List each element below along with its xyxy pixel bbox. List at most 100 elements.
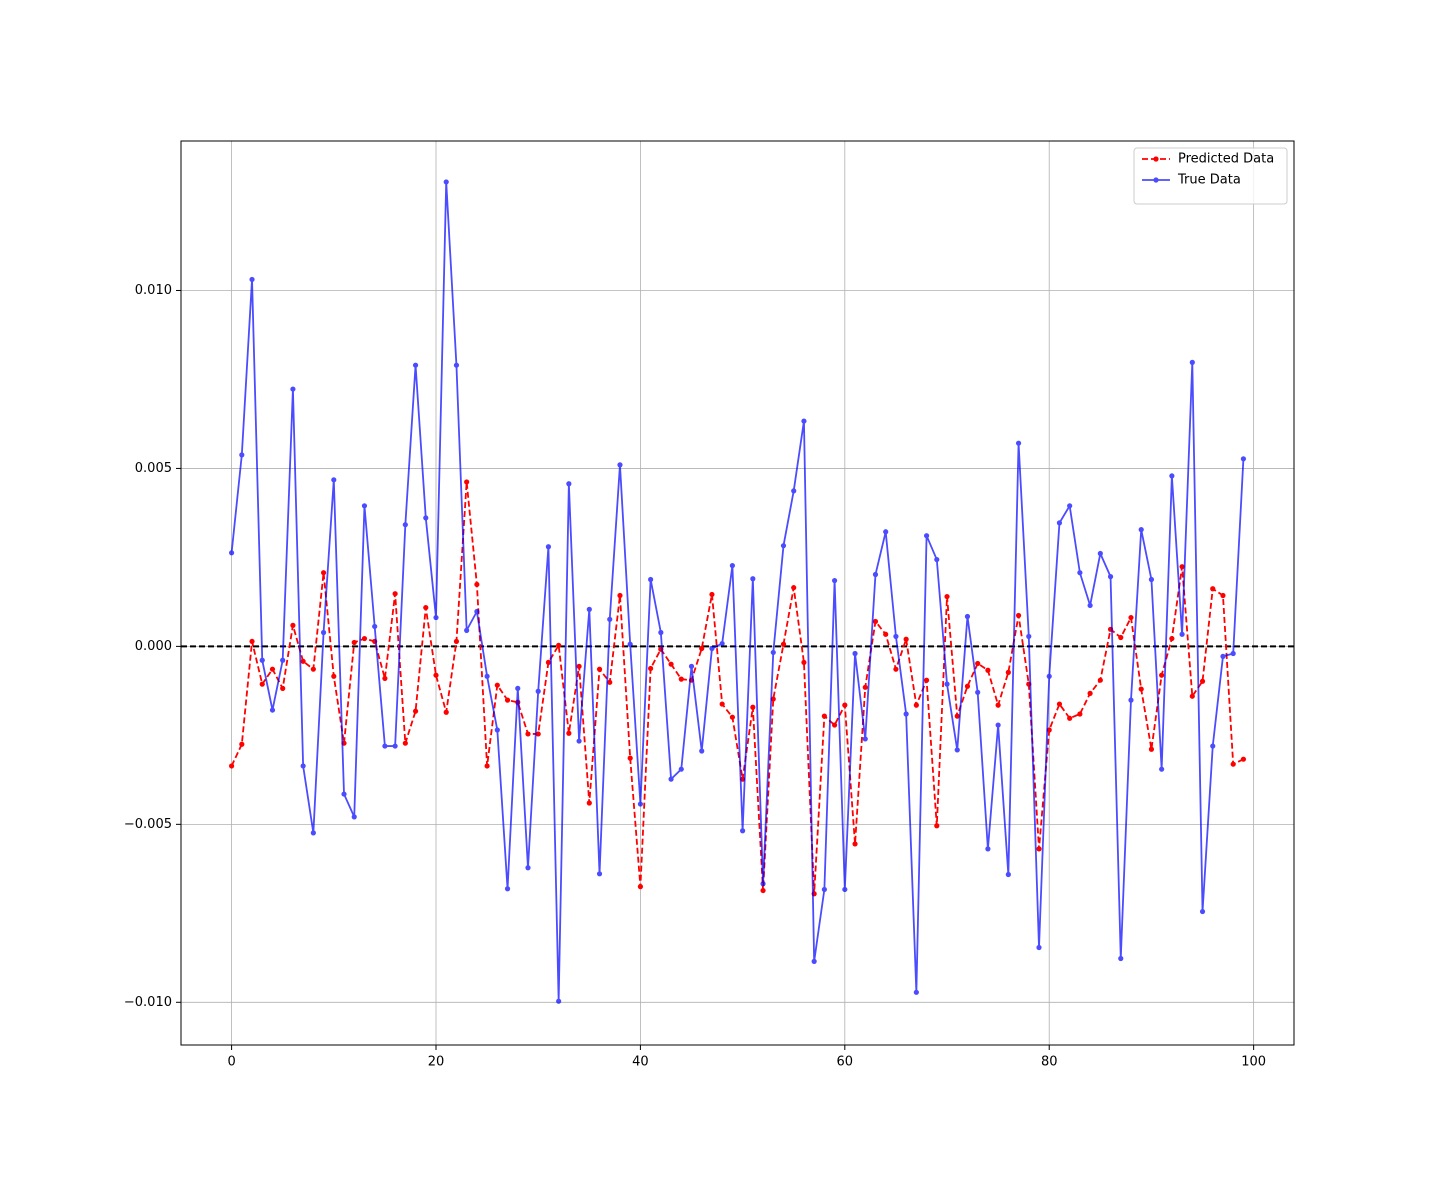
point: [1230, 650, 1236, 657]
point: [1220, 653, 1226, 659]
point: [1240, 456, 1247, 462]
point: [1179, 631, 1185, 637]
point: [699, 748, 705, 754]
point: [719, 640, 725, 647]
point: [484, 673, 490, 679]
point: [382, 675, 388, 682]
point: [280, 685, 286, 691]
point: [985, 846, 991, 852]
point: [310, 666, 316, 672]
legend-box: [1133, 147, 1288, 205]
point: [954, 747, 960, 753]
point: [1077, 711, 1083, 717]
point: [842, 886, 848, 893]
point: [453, 638, 460, 645]
point: [627, 641, 633, 647]
point: [259, 657, 265, 663]
point: [372, 623, 378, 630]
y-tick-label: 0.005: [135, 461, 172, 476]
point: [883, 631, 889, 637]
point: [556, 642, 562, 648]
point: [780, 641, 787, 647]
point: [504, 697, 511, 703]
point: [872, 571, 879, 578]
point: [464, 479, 470, 485]
point: [944, 593, 950, 600]
point: [964, 683, 971, 689]
point: [228, 763, 235, 769]
point: [1179, 564, 1185, 570]
point: [791, 585, 797, 591]
point: [750, 704, 756, 710]
point: [1159, 672, 1165, 678]
x-tick-label: 80: [1041, 1055, 1058, 1070]
point: [566, 730, 572, 736]
point: [453, 362, 460, 368]
point: [831, 577, 838, 584]
point: [1138, 527, 1144, 533]
point: [760, 887, 766, 894]
point: [678, 766, 684, 772]
point: [392, 743, 398, 749]
point: [494, 727, 500, 733]
point: [228, 550, 235, 556]
point: [320, 570, 327, 576]
point: [249, 276, 255, 283]
point: [740, 828, 746, 834]
point: [474, 581, 480, 588]
point: [617, 592, 623, 599]
point: [423, 515, 429, 521]
point: [852, 650, 858, 657]
legend-marker: [1153, 177, 1159, 183]
point: [831, 722, 838, 728]
point: [1128, 697, 1134, 703]
plot-frame: [180, 140, 1295, 1046]
point: [872, 618, 879, 625]
point: [280, 657, 286, 663]
point: [1240, 756, 1247, 762]
point: [392, 591, 398, 597]
point: [596, 871, 603, 877]
point: [269, 666, 276, 672]
point: [1118, 955, 1124, 962]
point: [474, 608, 480, 615]
point: [658, 629, 664, 636]
point: [402, 522, 408, 528]
point: [985, 667, 991, 673]
point: [1210, 743, 1216, 749]
point: [821, 886, 827, 893]
point: [341, 791, 347, 797]
point: [1005, 669, 1011, 675]
point: [1230, 761, 1236, 767]
point: [668, 661, 674, 667]
point: [525, 731, 531, 737]
point: [443, 709, 449, 715]
point: [648, 576, 654, 583]
point: [934, 556, 940, 563]
point: [1015, 612, 1022, 619]
point: [903, 711, 909, 717]
point: [596, 666, 603, 672]
point: [944, 681, 950, 687]
point: [566, 481, 572, 487]
point: [443, 179, 449, 185]
point: [433, 672, 439, 678]
point: [842, 702, 848, 708]
point: [300, 763, 306, 769]
point: [586, 606, 592, 612]
point: [1056, 520, 1063, 526]
series-line: [230, 181, 1245, 1002]
point: [545, 659, 552, 666]
point: [862, 684, 868, 690]
point: [351, 814, 357, 820]
point: [361, 503, 368, 509]
point: [617, 462, 623, 468]
point: [811, 958, 817, 964]
point: [801, 418, 807, 424]
point: [975, 689, 981, 695]
point: [1128, 614, 1134, 621]
series-line: [230, 481, 1244, 894]
point: [1220, 592, 1226, 599]
point: [1067, 715, 1073, 721]
